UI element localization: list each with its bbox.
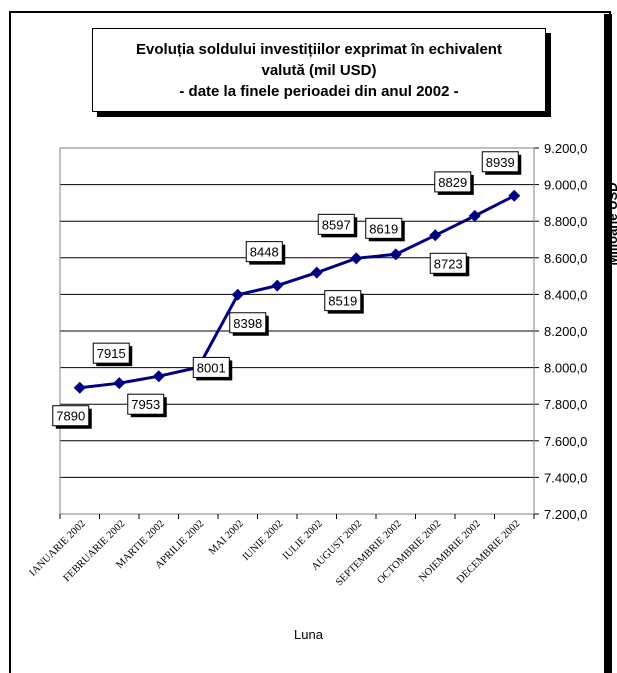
data-point xyxy=(350,252,363,265)
y-tick-label: 8.200,0 xyxy=(544,324,587,339)
data-point xyxy=(152,370,165,383)
y-tick-label: 8.800,0 xyxy=(544,214,587,229)
chart-title-line-2: valută (mil USD) xyxy=(261,61,377,79)
x-axis-label: Luna xyxy=(294,627,323,642)
data-label-box xyxy=(324,290,362,312)
data-point xyxy=(271,279,284,292)
data-point xyxy=(310,266,323,279)
data-point xyxy=(73,381,86,394)
data-label-box xyxy=(365,217,403,239)
data-label-box xyxy=(92,342,130,364)
y-tick-label: 7.400,0 xyxy=(544,470,587,485)
data-label-box xyxy=(434,171,472,193)
y-tick-label: 8.000,0 xyxy=(544,361,587,376)
data-point xyxy=(231,288,244,301)
data-label: 8001 xyxy=(197,360,226,375)
y-axis-label: Milioane USD xyxy=(605,182,617,265)
chart-title-line-1: Evoluția soldului investițiilor exprimat… xyxy=(136,40,502,58)
data-label: 8398 xyxy=(233,316,262,331)
data-label: 8448 xyxy=(250,245,279,260)
y-tick-label: 8.600,0 xyxy=(544,251,587,266)
data-label-box xyxy=(481,151,519,173)
data-label: 8723 xyxy=(434,256,463,271)
data-label-box xyxy=(192,356,230,378)
data-label: 7890 xyxy=(56,409,85,424)
data-label: 8619 xyxy=(369,221,398,236)
series-line xyxy=(79,194,515,390)
data-point xyxy=(508,189,521,202)
x-tick-label: SEPTEMBRIE 2002 xyxy=(334,518,404,588)
y-tick-label: 7.600,0 xyxy=(544,434,587,449)
data-label-box xyxy=(127,393,165,415)
data-label-box xyxy=(245,241,283,263)
x-tick-label: IUNIE 2002 xyxy=(241,518,286,563)
data-label: 7915 xyxy=(97,346,126,361)
data-point xyxy=(113,377,126,390)
data-point xyxy=(468,209,481,222)
data-label-box xyxy=(52,405,90,427)
data-point xyxy=(429,229,442,242)
x-tick-label: MAI 2002 xyxy=(207,518,246,557)
y-tick-label: 9.000,0 xyxy=(544,178,587,193)
data-label: 8939 xyxy=(486,155,515,170)
data-label-box xyxy=(317,213,355,235)
data-label: 8597 xyxy=(322,217,351,232)
data-label: 8519 xyxy=(328,294,357,309)
chart-title-line-3: - date la finele perioadei din anul 2002… xyxy=(179,82,459,100)
data-point xyxy=(389,248,402,261)
y-tick-label: 9.200,0 xyxy=(544,141,587,156)
data-label-box xyxy=(429,252,467,274)
data-label: 8829 xyxy=(438,175,467,190)
y-tick-label: 7.800,0 xyxy=(544,397,587,412)
data-label: 7953 xyxy=(131,397,160,412)
y-tick-label: 7.200,0 xyxy=(544,507,587,522)
y-tick-label: 8.400,0 xyxy=(544,287,587,302)
data-label-box xyxy=(229,312,267,334)
chart-title: Evoluția soldului investițiilor exprimat… xyxy=(92,28,546,112)
